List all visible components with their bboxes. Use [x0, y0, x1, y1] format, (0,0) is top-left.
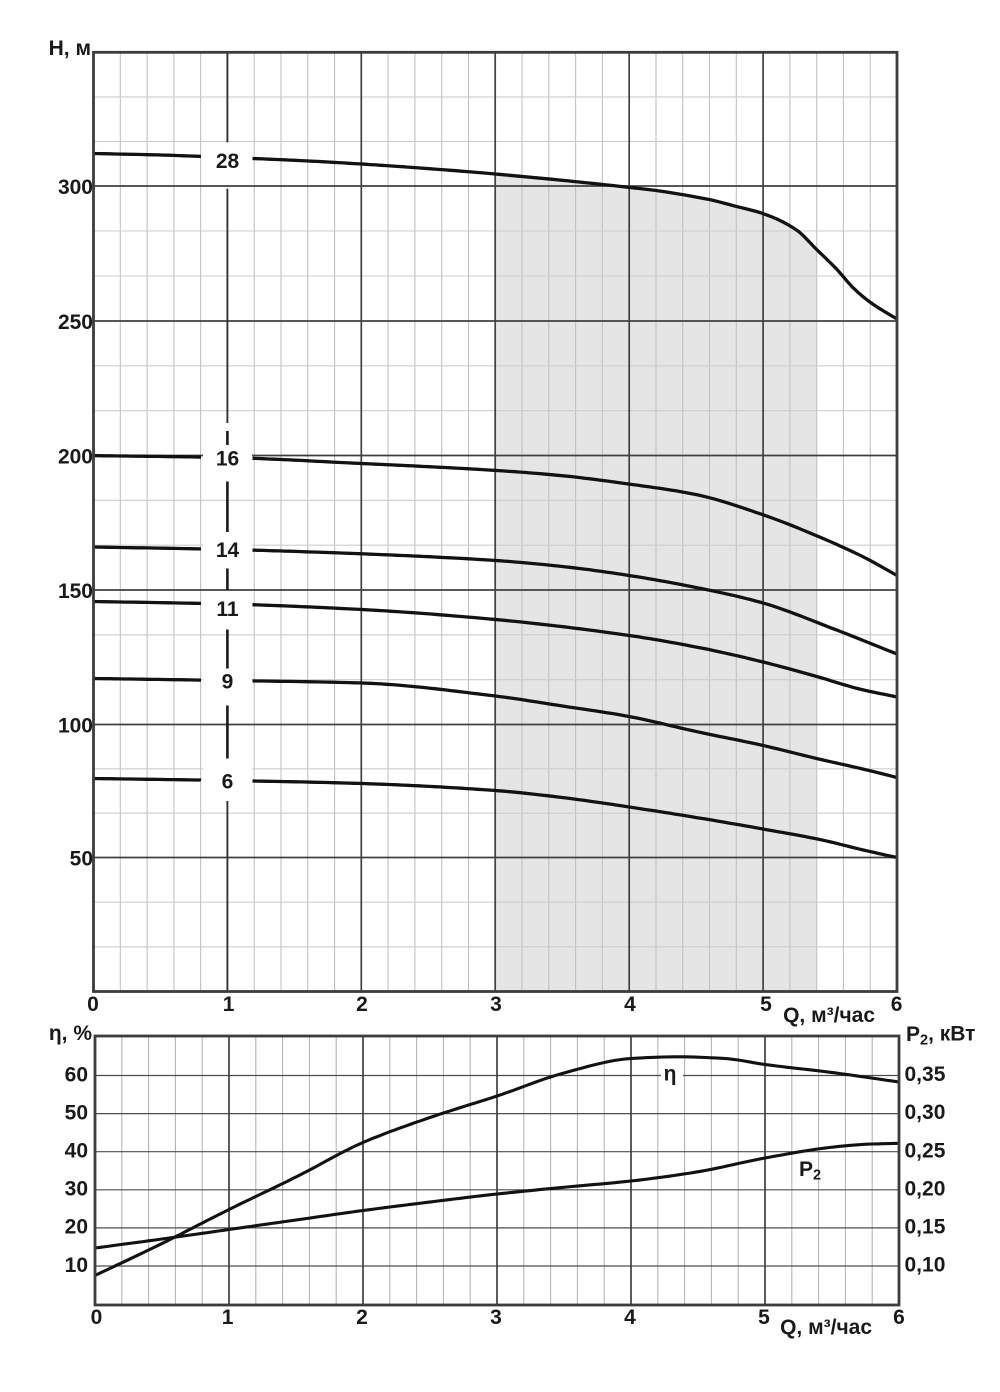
svg-text:200: 200 [58, 446, 93, 469]
svg-text:P2, кВт: P2, кВт [906, 1023, 975, 1049]
svg-text:2: 2 [356, 993, 368, 1016]
svg-text:5: 5 [758, 1306, 770, 1329]
svg-text:0: 0 [91, 1306, 103, 1329]
svg-text:0: 0 [87, 993, 99, 1016]
svg-text:60: 60 [65, 1063, 88, 1086]
svg-text:3: 3 [490, 1306, 502, 1329]
svg-text:250: 250 [58, 311, 93, 334]
svg-text:η: η [664, 1063, 677, 1086]
svg-text:300: 300 [58, 176, 93, 199]
svg-text:50: 50 [70, 848, 93, 871]
svg-text:150: 150 [58, 580, 93, 603]
svg-text:0,20: 0,20 [905, 1177, 946, 1200]
svg-text:28: 28 [216, 150, 240, 173]
svg-text:2: 2 [356, 1306, 368, 1329]
svg-text:0,10: 0,10 [905, 1254, 946, 1277]
svg-text:0,15: 0,15 [905, 1216, 946, 1239]
svg-text:40: 40 [65, 1140, 88, 1163]
svg-text:6: 6 [891, 993, 903, 1016]
svg-text:10: 10 [65, 1254, 88, 1277]
svg-text:14: 14 [216, 539, 240, 562]
svg-text:100: 100 [58, 715, 93, 738]
svg-text:1: 1 [222, 1306, 234, 1329]
svg-text:0,30: 0,30 [905, 1101, 946, 1124]
svg-text:20: 20 [65, 1216, 88, 1239]
svg-text:5: 5 [760, 993, 772, 1016]
svg-text:30: 30 [65, 1178, 88, 1201]
svg-text:Q, м³/час: Q, м³/час [780, 1316, 872, 1339]
svg-text:6: 6 [893, 1306, 905, 1329]
svg-text:50: 50 [65, 1101, 88, 1124]
svg-text:0,25: 0,25 [905, 1139, 946, 1162]
svg-text:9: 9 [222, 670, 234, 693]
svg-text:6: 6 [222, 770, 234, 793]
svg-text:16: 16 [216, 447, 239, 470]
svg-text:11: 11 [216, 598, 239, 621]
svg-text:3: 3 [490, 993, 502, 1016]
svg-text:4: 4 [624, 993, 636, 1016]
svg-text:η, %: η, % [49, 1022, 92, 1045]
svg-text:0,35: 0,35 [905, 1063, 946, 1086]
svg-text:1: 1 [223, 993, 235, 1016]
svg-text:4: 4 [624, 1306, 636, 1329]
svg-text:Q, м³/час: Q, м³/час [783, 1004, 875, 1027]
svg-text:Н, м: Н, м [49, 37, 91, 60]
